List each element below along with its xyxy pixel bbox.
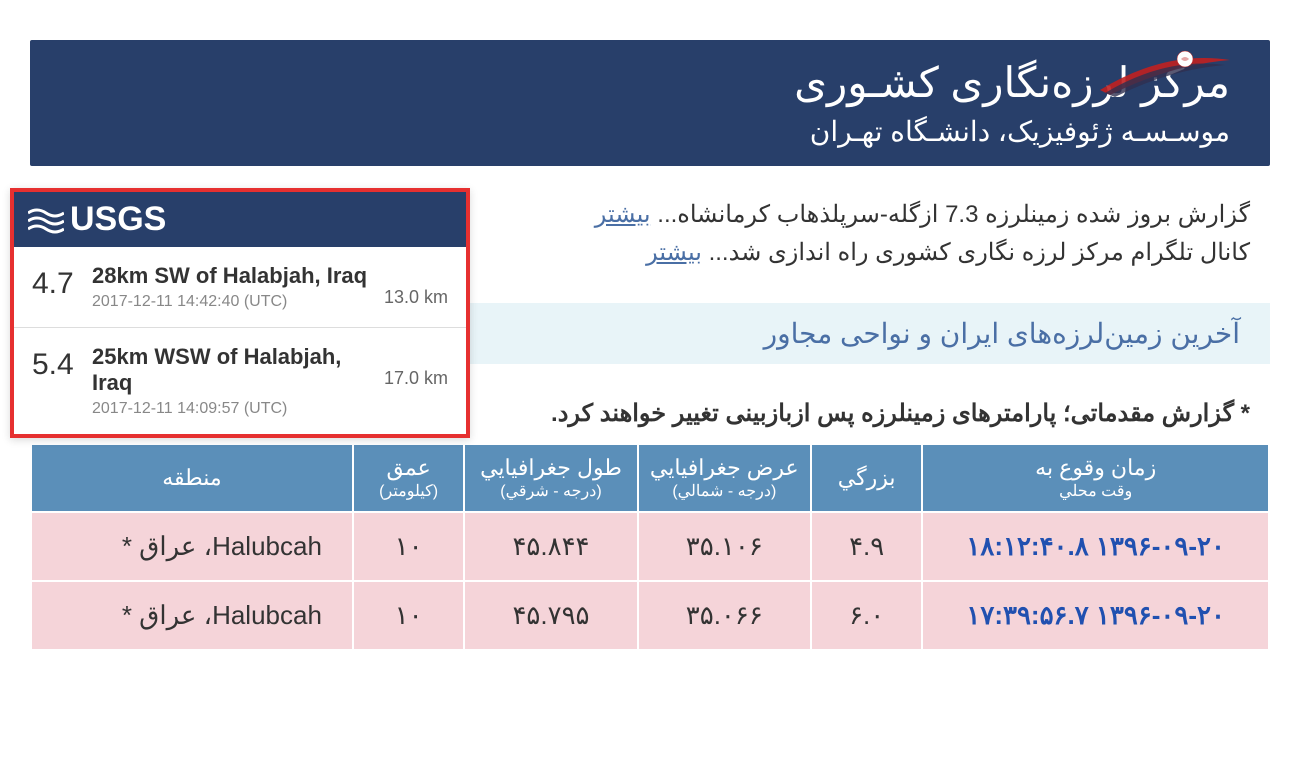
th-lat-sub: (درجه - شمالي) bbox=[647, 481, 802, 501]
th-lat-main: عرض جغرافيايي bbox=[650, 455, 799, 480]
cell-time[interactable]: ۱۷:۳۹:۵۶.۷ ۱۳۹۶-۰۹-۲۰ bbox=[922, 581, 1269, 650]
cell-depth: ۱۰ bbox=[353, 581, 464, 650]
usgs-wave-icon bbox=[28, 205, 64, 235]
th-magnitude: بزرگي bbox=[811, 444, 922, 512]
news-text-2: کانال تلگرام مرکز لرزه نگاری کشوری راه ا… bbox=[702, 239, 1250, 266]
usgs-label: USGS bbox=[70, 200, 166, 239]
usgs-magnitude: 4.7 bbox=[32, 263, 92, 301]
th-time-main: زمان وقوع به bbox=[1035, 455, 1156, 480]
usgs-header: USGS bbox=[14, 192, 466, 247]
usgs-details: 28km SW of Halabjah, Iraq 2017-12-11 14:… bbox=[92, 263, 384, 311]
th-lon-main: طول جغرافيايي bbox=[480, 455, 622, 480]
usgs-overlay: USGS 4.7 28km SW of Halabjah, Iraq 2017-… bbox=[10, 188, 470, 438]
cell-region: Halubcah، عراق * bbox=[31, 581, 353, 650]
th-depth: عمق (كيلومتر) bbox=[353, 444, 464, 512]
header-title: مرکز لرزه‌نگاری کشـوری bbox=[70, 58, 1230, 107]
th-latitude: عرض جغرافيايي (درجه - شمالي) bbox=[638, 444, 811, 512]
logo-swoosh-icon bbox=[1090, 45, 1240, 100]
usgs-earthquake-item[interactable]: 5.4 25km WSW of Halabjah, Iraq 2017-12-1… bbox=[14, 328, 466, 434]
usgs-depth: 17.0 km bbox=[384, 344, 448, 389]
table-row[interactable]: ۱۸:۱۲:۴۰.۸ ۱۳۹۶-۰۹-۲۰ ۴.۹ ۳۵.۱۰۶ ۴۵.۸۴۴ … bbox=[31, 512, 1269, 581]
th-depth-sub: (كيلومتر) bbox=[362, 481, 455, 501]
th-lon-sub: (درجه - شرقي) bbox=[473, 481, 628, 501]
news-link-1[interactable]: بیشتر bbox=[595, 201, 651, 228]
cell-region: Halubcah، عراق * bbox=[31, 512, 353, 581]
cell-magnitude: ۶.۰ bbox=[811, 581, 922, 650]
th-region: منطقه bbox=[31, 444, 353, 512]
cell-time[interactable]: ۱۸:۱۲:۴۰.۸ ۱۳۹۶-۰۹-۲۰ bbox=[922, 512, 1269, 581]
table-header-row: زمان وقوع به وقت محلي بزرگي عرض جغرافياي… bbox=[31, 444, 1269, 512]
cell-latitude: ۳۵.۰۶۶ bbox=[638, 581, 811, 650]
page-header: مرکز لرزه‌نگاری کشـوری موسـسـه ژئوفیزیک،… bbox=[30, 40, 1270, 166]
th-time: زمان وقوع به وقت محلي bbox=[922, 444, 1269, 512]
usgs-time: 2017-12-11 14:42:40 (UTC) bbox=[92, 293, 384, 311]
usgs-location: 25km WSW of Halabjah, Iraq bbox=[92, 344, 384, 396]
cell-longitude: ۴۵.۷۹۵ bbox=[464, 581, 637, 650]
news-link-2[interactable]: بیشتر bbox=[646, 239, 702, 266]
cell-longitude: ۴۵.۸۴۴ bbox=[464, 512, 637, 581]
cell-depth: ۱۰ bbox=[353, 512, 464, 581]
table-row[interactable]: ۱۷:۳۹:۵۶.۷ ۱۳۹۶-۰۹-۲۰ ۶.۰ ۳۵.۰۶۶ ۴۵.۷۹۵ … bbox=[31, 581, 1269, 650]
earthquake-table: زمان وقوع به وقت محلي بزرگي عرض جغرافياي… bbox=[30, 443, 1270, 651]
cell-magnitude: ۴.۹ bbox=[811, 512, 922, 581]
usgs-time: 2017-12-11 14:09:57 (UTC) bbox=[92, 400, 384, 418]
usgs-magnitude: 5.4 bbox=[32, 344, 92, 382]
usgs-earthquake-item[interactable]: 4.7 28km SW of Halabjah, Iraq 2017-12-11… bbox=[14, 247, 466, 328]
news-text-1: گزارش بروز شده زمینلرزه 7.3 ازگله-سرپلذه… bbox=[651, 201, 1250, 228]
site-logo-watermark bbox=[1090, 45, 1240, 100]
cell-latitude: ۳۵.۱۰۶ bbox=[638, 512, 811, 581]
usgs-details: 25km WSW of Halabjah, Iraq 2017-12-11 14… bbox=[92, 344, 384, 418]
th-longitude: طول جغرافيايي (درجه - شرقي) bbox=[464, 444, 637, 512]
th-depth-main: عمق bbox=[387, 455, 431, 480]
header-subtitle: موسـسـه ژئوفیزیک، دانشـگاه تهـران bbox=[70, 115, 1230, 148]
usgs-depth: 13.0 km bbox=[384, 263, 448, 308]
usgs-location: 28km SW of Halabjah, Iraq bbox=[92, 263, 384, 289]
th-time-sub: وقت محلي bbox=[931, 481, 1260, 501]
